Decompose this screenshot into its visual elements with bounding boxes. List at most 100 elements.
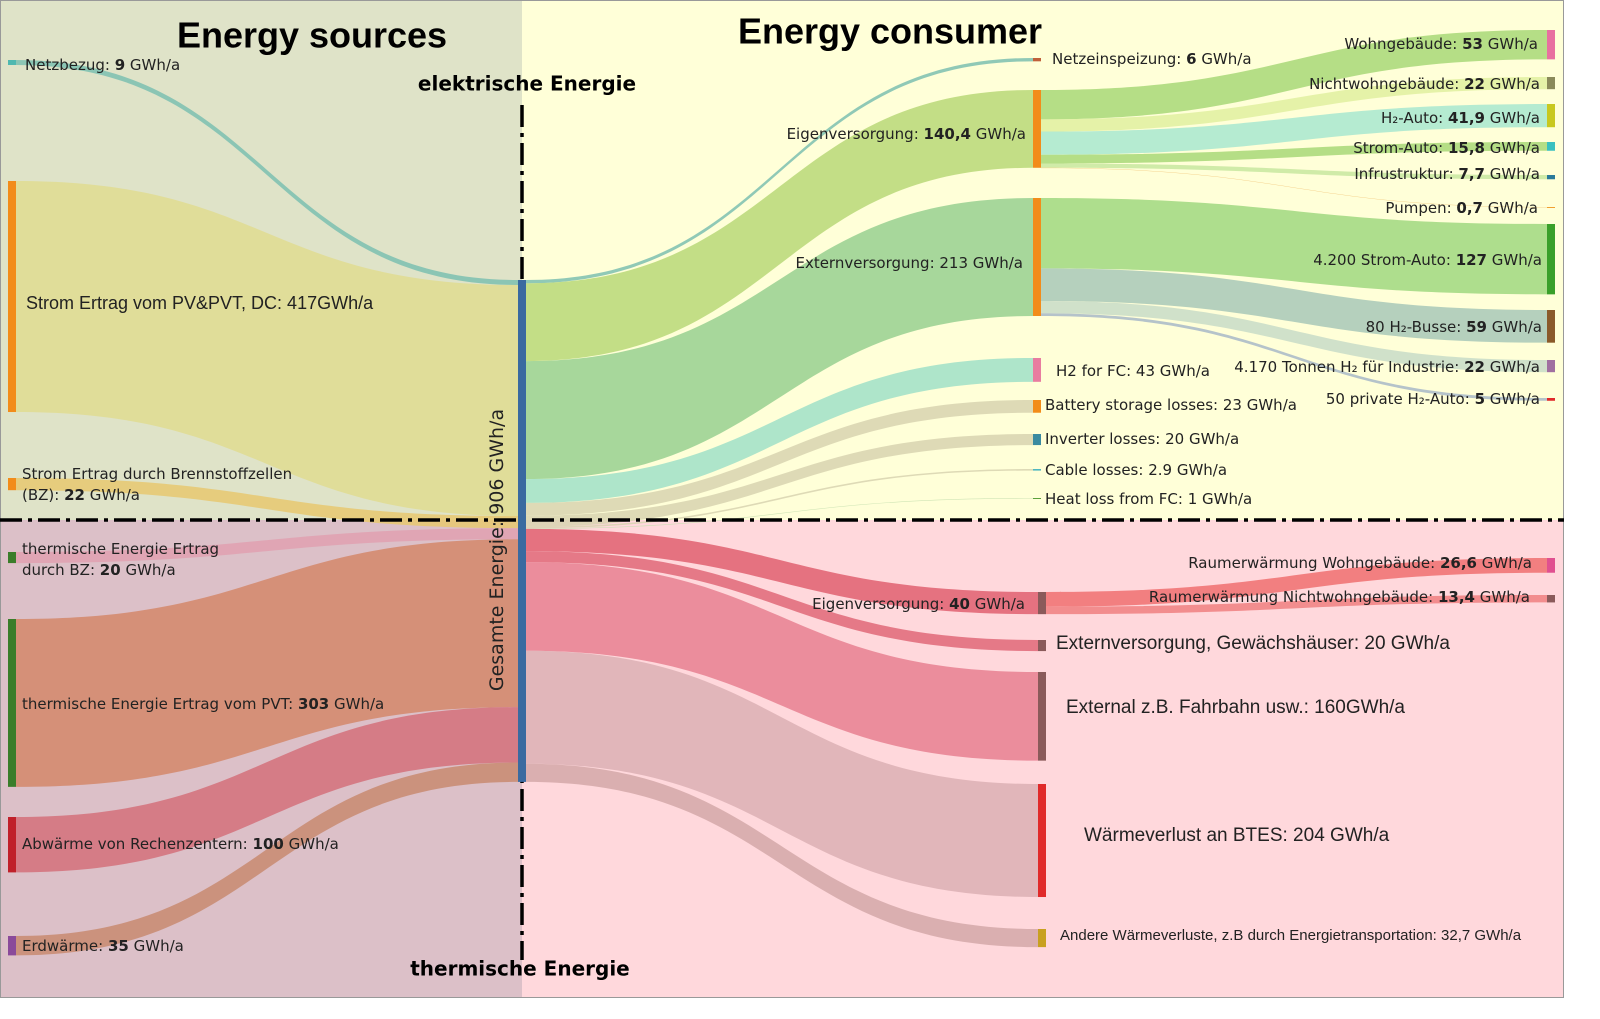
node-bar	[1033, 58, 1041, 62]
value-label: 303	[298, 695, 329, 713]
label-text: Netzeinspeizung:	[1052, 50, 1181, 68]
label-text: Cable losses: 2.9 GWh/a	[1045, 461, 1227, 479]
label-text: Inverter losses: 20 GWh/a	[1045, 430, 1239, 448]
node-bar	[1547, 104, 1555, 128]
node-bar	[1033, 358, 1041, 382]
value-label: 13,4	[1438, 588, 1475, 606]
label-text: Netzbezug:	[25, 56, 110, 74]
node-label: Eigenversorgung: 140,4 GWh/a	[787, 125, 1026, 143]
flow	[16, 181, 518, 517]
label-text: Raumerwärmung Wohngebäude:	[1188, 554, 1435, 572]
node-bar	[1547, 142, 1555, 151]
node-bar	[1547, 175, 1555, 180]
unit-label: GWh/a	[1488, 35, 1538, 53]
label-text: Gesamte Energie: 906 GWh/a	[486, 409, 508, 691]
node-label: Gesamte Energie: 906 GWh/a	[486, 409, 508, 691]
node-bar	[8, 552, 16, 564]
unit-label: GWh/a	[334, 695, 384, 713]
flow	[1041, 163, 1547, 180]
node-label: Inverter losses: 20 GWh/a	[1045, 430, 1239, 448]
node-label: Strom Ertrag vom PV&PVT, DC: 417GWh/a	[26, 293, 374, 313]
node-label: Infrustruktur: 7,7 GWh/a	[1354, 165, 1540, 183]
label-text: Infrustruktur:	[1354, 165, 1453, 183]
node-bar	[1033, 434, 1041, 446]
node-label: 4.170 Tonnen H₂ für Industrie: 22 GWh/a	[1234, 358, 1540, 376]
flow	[1041, 104, 1547, 155]
node-label: Cable losses: 2.9 GWh/a	[1045, 461, 1227, 479]
unit-label: GWh/a	[1492, 251, 1542, 269]
node-bar	[1547, 77, 1555, 90]
node-bar	[8, 181, 16, 413]
node-label: (BZ): 22 GWh/a	[22, 486, 140, 504]
node-label: Wohngebäude: 53 GWh/a	[1344, 35, 1538, 53]
label-text: Heat loss from FC: 1 GWh/a	[1045, 490, 1252, 508]
flow	[526, 498, 1033, 529]
flow	[526, 400, 1033, 516]
node-bar	[1547, 398, 1555, 401]
node-bar	[1033, 498, 1041, 499]
section-title: Energy consumer	[738, 11, 1042, 52]
value-label: 53	[1462, 35, 1483, 53]
label-text: Pumpen:	[1385, 199, 1451, 217]
label-text: 4.170 Tonnen H₂ für Industrie:	[1234, 358, 1459, 376]
node-bar	[1038, 784, 1046, 898]
value-label: 41,9	[1448, 109, 1485, 127]
node-bar	[8, 817, 16, 873]
value-label: 22	[1464, 75, 1485, 93]
unit-label: GWh/a	[1480, 588, 1530, 606]
flow	[1041, 142, 1547, 164]
flow	[526, 58, 1033, 284]
unit-label: GWh/a	[1490, 139, 1540, 157]
flow	[1041, 77, 1547, 132]
label-text: Erdwärme:	[22, 937, 103, 955]
node-bar	[1038, 672, 1046, 761]
node-label: H₂-Auto: 41,9 GWh/a	[1381, 109, 1540, 127]
unit-label: GWh/a	[1488, 199, 1538, 217]
value-label: 9	[115, 56, 125, 74]
node-bar	[1038, 592, 1046, 615]
label-text: Strom Ertrag vom PV&PVT, DC: 417GWh/a	[26, 293, 374, 313]
unit-label: GWh/a	[1490, 358, 1540, 376]
unit-label: GWh/a	[125, 561, 175, 579]
flow	[526, 358, 1033, 503]
node-bar	[1547, 207, 1555, 208]
node-label: Heat loss from FC: 1 GWh/a	[1045, 490, 1252, 508]
label-text: Nichtwohngebäude:	[1309, 75, 1459, 93]
flow	[526, 763, 1038, 948]
unit-label: GWh/a	[975, 595, 1025, 613]
label-text: External z.B. Fahrbahn usw.: 160GWh/a	[1066, 697, 1405, 718]
node-bar	[8, 60, 16, 65]
label-text: 4.200 Strom-Auto:	[1313, 251, 1451, 269]
label-text: Battery storage losses: 23 GWh/a	[1045, 396, 1297, 414]
flow	[1041, 268, 1547, 343]
value-label: 140,4	[924, 125, 971, 143]
unit-label: GWh/a	[134, 937, 184, 955]
unit-label: GWh/a	[90, 486, 140, 504]
label-text: 50 private H₂-Auto:	[1326, 390, 1470, 408]
unit-label: GWh/a	[1490, 109, 1540, 127]
node-label: Raumerwärmung Nichtwohngebäude: 13,4 GWh…	[1149, 588, 1530, 606]
flow	[526, 551, 1038, 652]
value-label: 0,7	[1456, 199, 1483, 217]
node-bar	[518, 280, 526, 782]
node-bar	[1038, 929, 1046, 948]
value-label: 59	[1466, 318, 1487, 336]
node-label: External z.B. Fahrbahn usw.: 160GWh/a	[1066, 697, 1405, 718]
flow	[1046, 595, 1547, 615]
unit-label: GWh/a	[130, 56, 180, 74]
label-text: 80 H₂-Busse:	[1366, 318, 1462, 336]
node-label: 50 private H₂-Auto: 5 GWh/a	[1326, 390, 1540, 408]
flow	[1041, 198, 1547, 295]
value-label: 22	[64, 486, 85, 504]
value-label: 100	[253, 835, 284, 853]
label-text: Raumerwärmung Nichtwohngebäude:	[1149, 588, 1433, 606]
node-label: Netzbezug: 9 GWh/a	[25, 56, 180, 74]
flow	[16, 478, 518, 529]
node-bar	[1033, 90, 1041, 168]
label-text: Externversorgung: 213 GWh/a	[795, 254, 1023, 272]
flow	[16, 762, 518, 956]
node-label: Andere Wärmeverluste, z.B durch Energiet…	[1060, 927, 1522, 944]
value-label: 20	[100, 561, 121, 579]
node-label: thermische Energie Ertrag vom PVT: 303 G…	[22, 695, 384, 713]
